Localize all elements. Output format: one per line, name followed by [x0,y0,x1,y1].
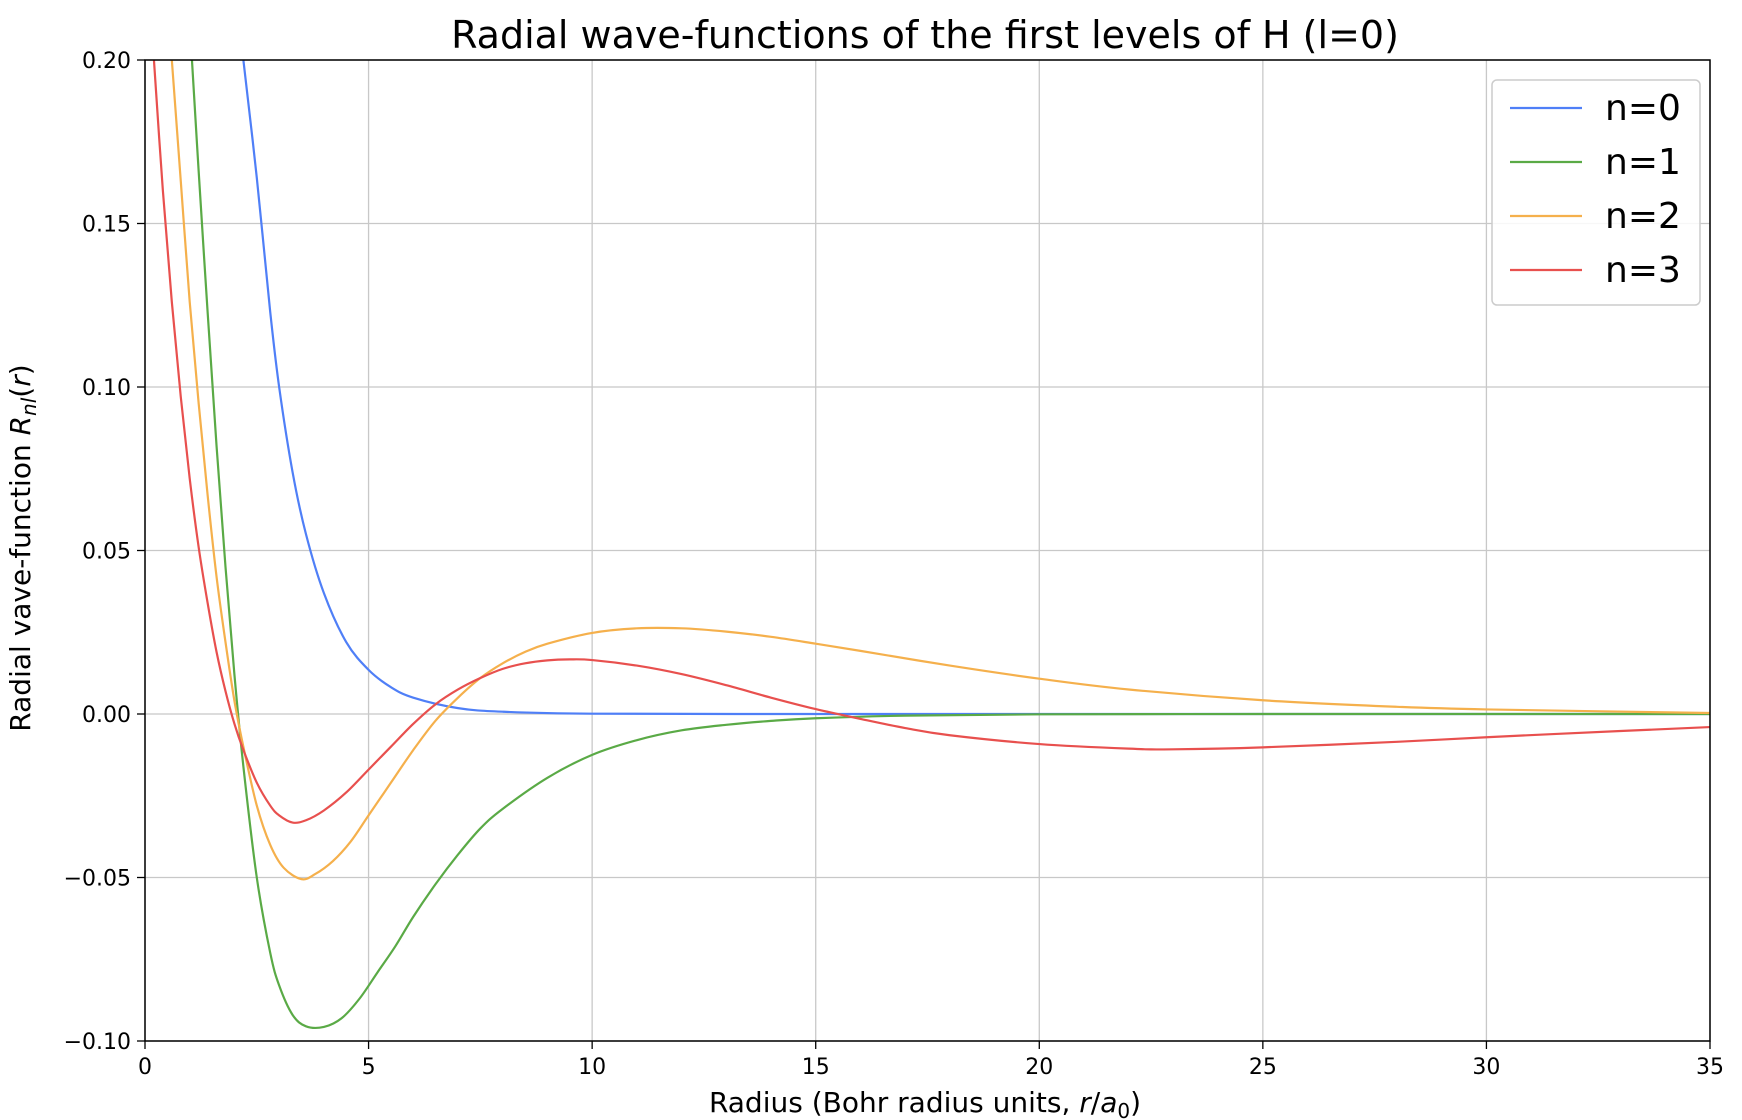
legend-label: n=0 [1605,88,1681,129]
grid [144,59,1711,1042]
series-line-n-3 [152,60,1710,824]
y-tick-label: 0.05 [82,540,131,565]
y-tick-label: 0.00 [82,703,131,728]
x-axis-title: Radius (Bohr radius units, r/a0) [709,1086,1141,1120]
tick-marks [137,59,1711,1049]
x-tick-label: 20 [1025,1055,1053,1080]
legend-label: n=2 [1605,196,1681,237]
legend-label: n=1 [1605,142,1681,183]
series-line-n-1 [190,60,1710,1029]
x-tick-label: 10 [578,1055,606,1080]
x-tick-label: 5 [362,1055,376,1080]
y-tick-labels: −0.10 −0.05 0.00 0.05 0.10 0.15 0.20 [64,49,131,1055]
y-tick-label: 0.10 [82,376,131,401]
x-tick-labels: 0 5 10 15 20 25 30 35 [138,1055,1724,1080]
legend-label: n=3 [1605,250,1681,291]
x-tick-label: 35 [1696,1055,1724,1080]
series-lines [152,60,1710,1029]
x-tick-label: 0 [138,1055,152,1080]
x-tick-label: 15 [802,1055,830,1080]
y-axis-title: Radial vave-function Rnl(r) [4,364,41,731]
x-tick-label: 25 [1249,1055,1277,1080]
legend-box [1491,79,1701,306]
series-line-n-2 [170,60,1710,881]
y-tick-label: 0.20 [82,49,131,74]
chart-title: Radial wave-functions of the first level… [451,13,1399,57]
y-tick-label: −0.10 [64,1030,131,1055]
y-tick-label: 0.15 [82,213,131,238]
y-tick-label: −0.05 [64,867,131,892]
legend: n=0 n=1 n=2 n=3 [1491,79,1701,306]
x-tick-label: 30 [1472,1055,1500,1080]
